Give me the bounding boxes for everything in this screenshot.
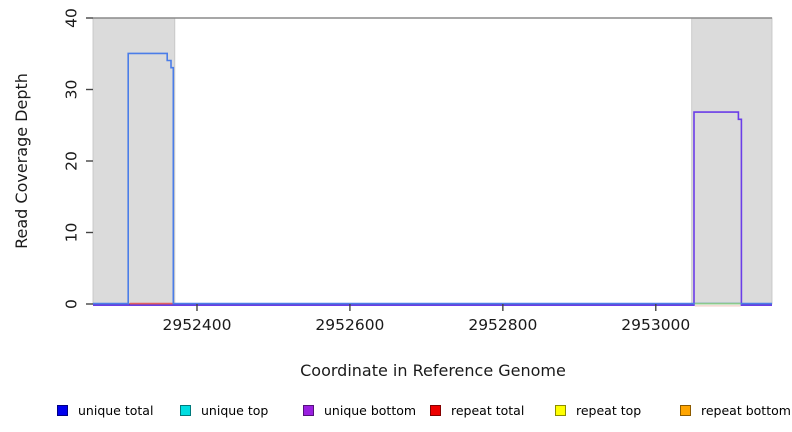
y-tick-label-30: 30 <box>63 80 81 100</box>
coverage-plot-svg: 0 10 20 30 40 2952400 2952600 2952800 2953000 Co… <box>12 8 773 380</box>
legend-label-unique-top: unique top <box>201 402 269 418</box>
legend-swatch-unique-total <box>57 404 68 416</box>
legend-item-unique-bottom: unique bottom <box>303 400 416 420</box>
legend-label-repeat-total: repeat total <box>451 402 525 418</box>
legend-label-repeat-bottom: repeat bottom <box>701 402 791 418</box>
legend-swatch-unique-top <box>180 404 191 416</box>
legend-label-unique-total: unique total <box>78 402 154 418</box>
plot-dynamic-layer: 0 10 20 30 40 2952400 2952600 2952800 2953000 <box>63 8 773 334</box>
legend-item-repeat-top: repeat top <box>555 400 641 420</box>
y-axis-title: Read Coverage Depth <box>12 73 31 249</box>
x-tick-label-2953000: 2953000 <box>621 316 690 334</box>
x-tick-label-2952600: 2952600 <box>315 316 384 334</box>
x-tick-label-2952400: 2952400 <box>162 316 231 334</box>
legend-item-repeat-total: repeat total <box>430 400 524 420</box>
legend: unique total unique top unique bottom repea… <box>0 400 792 422</box>
series-unique-total-line <box>93 52 772 305</box>
y-tick-label-10: 10 <box>63 223 81 243</box>
y-tick-label-0: 0 <box>63 299 81 309</box>
y-tick-label-40: 40 <box>63 8 81 28</box>
legend-item-unique-total: unique total <box>57 400 153 420</box>
shaded-region-left <box>92 17 176 305</box>
legend-swatch-repeat-bottom <box>680 404 691 416</box>
legend-swatch-unique-bottom <box>303 404 314 416</box>
x-tick-label-2952800: 2952800 <box>468 316 537 334</box>
x-axis-title: Coordinate in Reference Genome <box>300 361 566 380</box>
legend-item-repeat-bottom: repeat bottom <box>680 400 791 420</box>
legend-label-repeat-top: repeat top <box>576 402 642 418</box>
series-unique-bottom-line <box>93 111 772 306</box>
legend-item-unique-top: unique top <box>180 400 268 420</box>
legend-swatch-repeat-total <box>430 404 441 416</box>
y-tick-label-20: 20 <box>63 151 81 171</box>
legend-label-unique-bottom: unique bottom <box>324 402 417 418</box>
shaded-region-right <box>691 17 773 305</box>
legend-swatch-repeat-top <box>555 404 566 416</box>
